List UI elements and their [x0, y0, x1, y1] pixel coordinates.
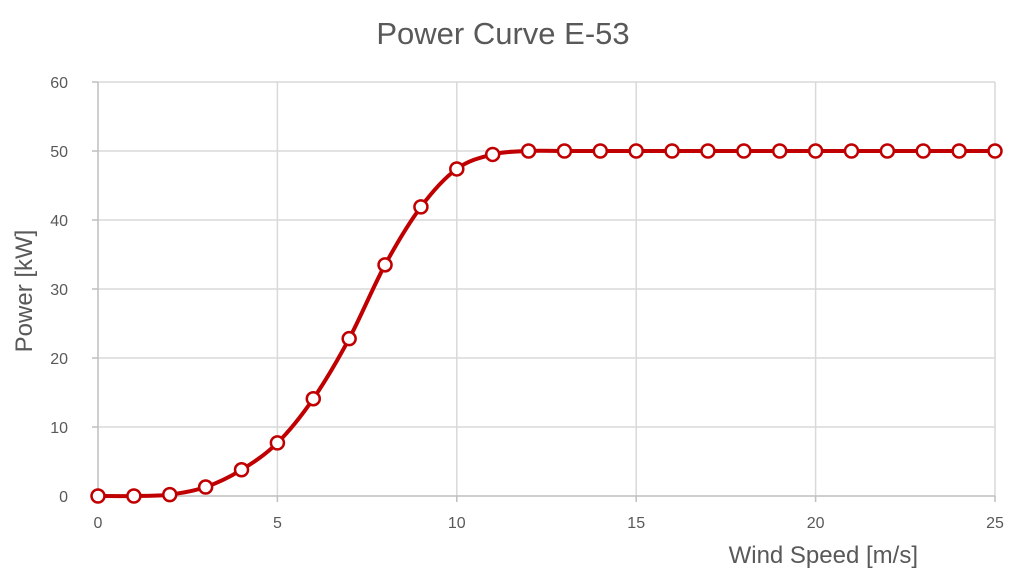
data-point — [520, 143, 537, 159]
data-point — [197, 479, 214, 495]
data-point — [807, 143, 824, 159]
axes — [92, 81, 996, 502]
data-point — [449, 161, 465, 177]
data-point — [305, 390, 322, 407]
data-point — [987, 143, 1003, 159]
data-point — [664, 143, 680, 159]
x-tick-label: 0 — [94, 515, 103, 532]
data-point — [162, 486, 178, 503]
y-tick-label: 50 — [50, 144, 68, 161]
x-tick-label: 20 — [807, 515, 825, 532]
x-tick-label: 15 — [627, 515, 645, 532]
y-tick-label: 10 — [50, 420, 68, 437]
series — [90, 143, 1003, 504]
x-tick-label: 25 — [986, 515, 1004, 532]
series-line — [96, 148, 997, 499]
grid — [98, 81, 996, 496]
data-point — [951, 143, 967, 159]
data-point — [126, 488, 142, 504]
data-point — [628, 143, 644, 159]
y-axis-title: Power [kW] — [11, 230, 38, 353]
data-point — [592, 143, 609, 159]
y-tick-label: 40 — [50, 213, 68, 230]
data-point — [341, 330, 357, 347]
chart-title: Power Curve E-53 — [376, 16, 629, 51]
x-tick-label: 10 — [448, 515, 466, 532]
y-tick-label: 30 — [50, 282, 68, 299]
data-point — [736, 143, 752, 159]
data-point — [269, 435, 286, 451]
data-point — [843, 143, 860, 159]
x-axis-title: Wind Speed [m/s] — [729, 542, 918, 569]
data-point — [90, 488, 106, 504]
data-point — [700, 143, 716, 159]
data-point — [413, 199, 429, 215]
data-point — [556, 143, 573, 159]
tick-labels: 0 10 20 30 40 50 60 0 5 10 15 20 25 — [50, 75, 1004, 532]
x-tick-label: 5 — [273, 515, 282, 532]
y-tick-label: 20 — [50, 351, 68, 368]
data-point — [233, 462, 250, 478]
data-point — [771, 143, 788, 159]
data-point — [915, 143, 931, 159]
y-tick-label: 0 — [59, 489, 68, 506]
y-tick-label: 60 — [50, 75, 68, 92]
data-point — [377, 257, 393, 273]
data-point — [879, 143, 896, 159]
data-point — [484, 146, 501, 163]
